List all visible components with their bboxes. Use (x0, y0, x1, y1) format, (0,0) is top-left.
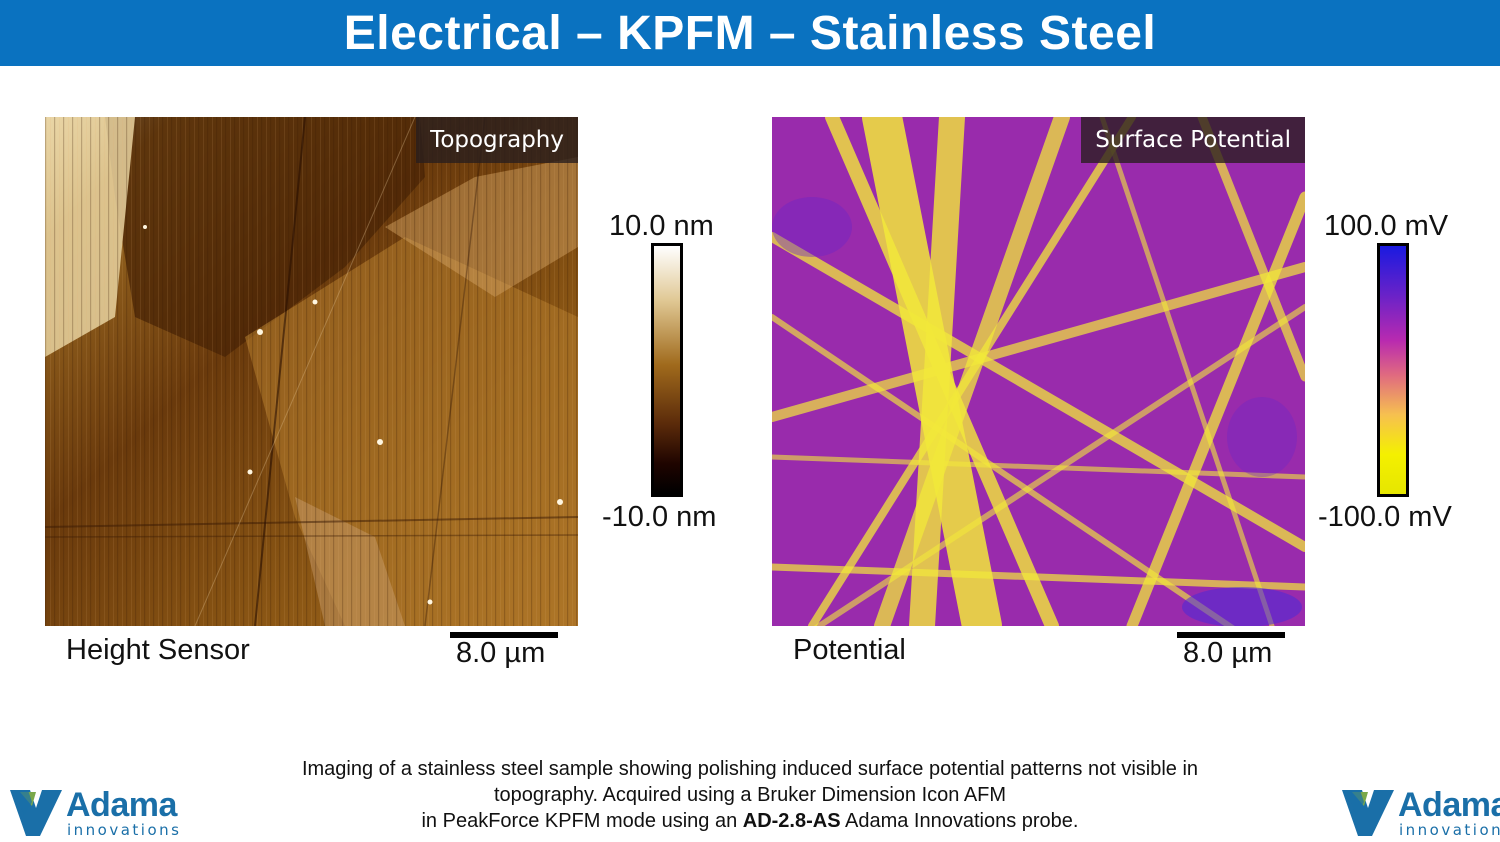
topography-colorbar (651, 243, 683, 497)
topography-image: Topography (45, 117, 578, 626)
surface-potential-map (772, 117, 1305, 626)
caption-line-3-post: Adama Innovations probe. (840, 810, 1079, 832)
topography-colorbar-min: -10.0 nm (602, 501, 717, 533)
adama-leaf-icon (10, 790, 62, 836)
page-title: Electrical – KPFM – Stainless Steel (343, 6, 1157, 60)
topography-scale-bar (450, 632, 558, 638)
surface-potential-image: Surface Potential (772, 117, 1305, 626)
logo-sub: innovations (1399, 821, 1500, 839)
logo-name: Adama (66, 786, 177, 824)
surface-potential-label: Surface Potential (1081, 117, 1305, 163)
potential-colorbar (1377, 243, 1409, 497)
logo-sub: innovations (67, 821, 182, 839)
topography-map (45, 117, 578, 626)
caption: Imaging of a stainless steel sample show… (230, 756, 1270, 834)
potential-colorbar-max: 100.0 mV (1324, 210, 1449, 242)
logo-name: Adama (1398, 786, 1500, 824)
potential-scale-text: 8.0 µm (1183, 637, 1273, 669)
caption-line-3-pre: in PeakForce KPFM mode using an (421, 810, 743, 832)
caption-line-3: in PeakForce KPFM mode using an AD-2.8-A… (230, 808, 1270, 834)
probe-name: AD-2.8-AS (742, 810, 841, 832)
topography-scale-text: 8.0 µm (456, 637, 546, 669)
adama-logo-left: Adama innovations (6, 786, 179, 839)
title-bar: Electrical – KPFM – Stainless Steel (0, 0, 1500, 66)
caption-line-2: topography. Acquired using a Bruker Dime… (493, 784, 1007, 806)
potential-scale-bar (1177, 632, 1285, 638)
height-sensor-channel: Height Sensor (66, 634, 250, 666)
potential-channel: Potential (793, 634, 906, 666)
adama-logo-right: Adama innovations (1338, 786, 1500, 839)
topography-label: Topography (416, 117, 578, 163)
caption-line-1: Imaging of a stainless steel sample show… (301, 758, 1199, 780)
topography-colorbar-max: 10.0 nm (609, 210, 714, 242)
adama-leaf-icon (1342, 790, 1394, 836)
potential-colorbar-min: -100.0 mV (1318, 501, 1452, 533)
